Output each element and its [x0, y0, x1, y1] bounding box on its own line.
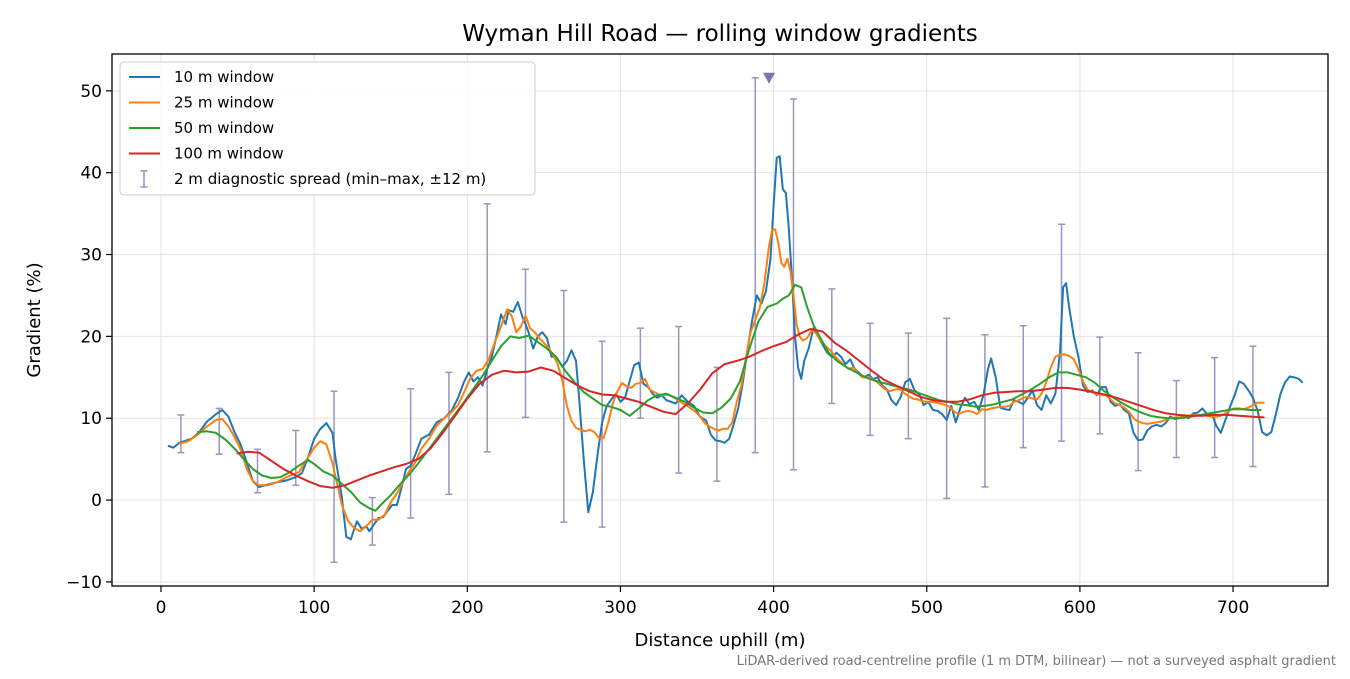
y-tick-label: 0	[91, 491, 102, 511]
y-tick-label: 20	[80, 327, 102, 347]
error-bar	[215, 407, 223, 455]
x-tick-label: 400	[757, 598, 789, 618]
error-bar	[560, 289, 568, 523]
error-bar	[445, 371, 453, 496]
x-tick-label: 100	[298, 598, 330, 618]
error-bar	[751, 76, 759, 454]
footnote: LiDAR-derived road-centreline profile (1…	[737, 654, 1336, 669]
y-tick-label: 30	[80, 246, 102, 266]
error-bar	[177, 414, 185, 454]
legend-item: 25 m window	[129, 94, 274, 112]
legend-box	[119, 61, 536, 196]
x-tick-label: 600	[1064, 598, 1096, 618]
x-tick-label: 200	[451, 598, 483, 618]
series-line-4	[236, 328, 1265, 489]
chart-title: Wyman Hill Road — rolling window gradien…	[462, 21, 978, 47]
plot-frame	[111, 53, 1329, 587]
legend-label: 50 m window	[174, 119, 274, 137]
error-bar	[1211, 356, 1219, 459]
annotation-markers	[763, 72, 776, 84]
error-bar	[943, 317, 951, 500]
legend: 10 m window 25 m window 50 m window 100 m w…	[119, 61, 536, 196]
x-tick-label: 300	[604, 598, 636, 618]
error-bar	[483, 203, 491, 453]
legend-item: 50 m window	[129, 119, 274, 137]
legend-label: 25 m window	[174, 94, 274, 112]
legend-label: 10 m window	[174, 68, 274, 86]
error-bar	[790, 98, 798, 471]
axis-ticks: 0 100 200 300 400 500 600 700 −10 0 10 20 30 40 50	[66, 82, 1249, 618]
error-bar	[407, 388, 415, 519]
legend-item: 100 m window	[129, 145, 284, 163]
error-bar	[1019, 324, 1027, 449]
x-tick-label: 500	[911, 598, 943, 618]
y-tick-label: 50	[80, 82, 102, 102]
error-bar	[828, 288, 836, 405]
error-bar	[1249, 345, 1257, 468]
legend-label: 100 m window	[174, 145, 284, 163]
error-bar	[598, 340, 606, 528]
error-bar	[1096, 336, 1104, 435]
series-line-2	[178, 228, 1265, 533]
error-bar	[981, 333, 989, 488]
x-tick-label: 0	[156, 598, 167, 618]
y-tick-label: 40	[80, 164, 102, 184]
series-lines	[167, 155, 1303, 541]
series-line-3	[196, 283, 1262, 512]
legend-item: 10 m window	[129, 68, 274, 86]
y-axis-label: Gradient (%)	[24, 262, 45, 377]
error-bar	[904, 332, 912, 440]
x-axis-label: Distance uphill (m)	[635, 630, 806, 651]
legend-item: 2 m diagnostic spread (min–max, ±12 m)	[140, 170, 486, 188]
error-bar	[368, 496, 376, 546]
y-tick-label: −10	[66, 573, 102, 593]
x-tick-label: 700	[1217, 598, 1249, 618]
legend-label: 2 m diagnostic spread (min–max, ±12 m)	[174, 170, 486, 188]
error-bar	[522, 268, 530, 419]
peak-marker	[763, 72, 776, 84]
y-tick-label: 10	[80, 409, 102, 429]
